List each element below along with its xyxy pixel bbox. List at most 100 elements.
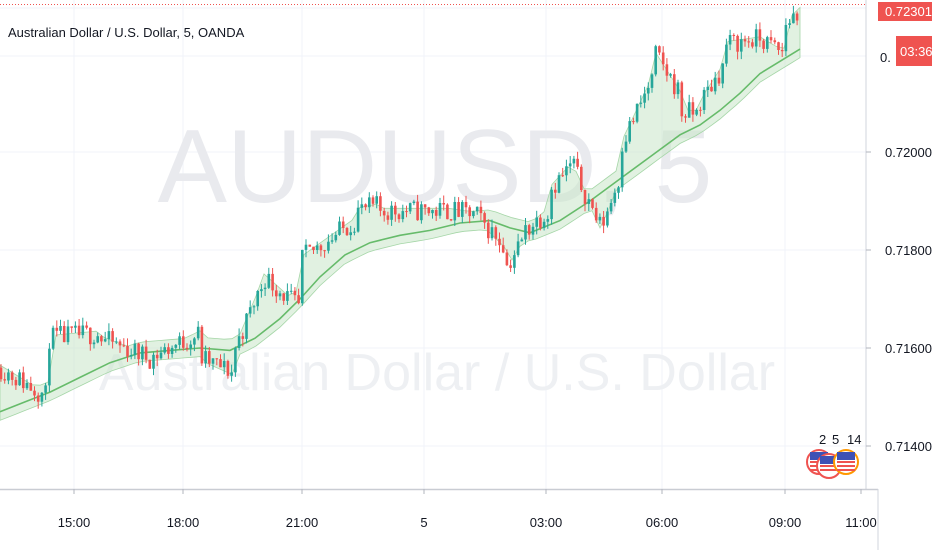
candle-body [568,163,572,167]
candle-body [539,217,542,228]
candle-body [438,203,442,216]
candle-body [580,166,583,190]
candle-body [204,351,207,364]
candle-body [260,289,263,292]
candle-body [25,383,29,389]
candle-body [59,326,62,331]
x-tick-label: 5 [420,515,427,530]
candle-body [721,63,724,84]
candle-body [371,197,375,204]
x-tick-label: 21:00 [286,515,319,530]
candle-body [702,89,706,110]
candle-body [92,342,96,345]
y-tick-label: 0.72000 [885,145,932,160]
candle-body [267,273,271,288]
candle-body [461,202,464,217]
candle-body [606,211,609,226]
candle-body [327,241,330,251]
candle-body [736,35,739,52]
candle-body [561,175,564,177]
candle-body [163,347,166,353]
candle-body [449,219,453,221]
candle-body [758,29,762,41]
candle-body [412,201,416,204]
candle-body [699,109,702,111]
candle-body [405,211,408,213]
candle-body [286,291,289,301]
candle-body [751,42,754,47]
candle-body [788,23,791,25]
candle-body [513,255,516,268]
candle-body [29,383,33,391]
x-tick-label: 09:00 [769,515,802,530]
candle-body [353,231,356,233]
event-marker-us-3[interactable]: 14 [833,432,861,475]
candle-body [51,327,55,349]
candle-body [624,141,628,152]
candle-body [446,204,449,220]
candle-body [219,359,222,368]
candle-body [520,239,524,242]
candle-body [509,265,512,268]
candle-body [732,35,736,36]
candle-body [669,74,672,76]
candle-body [747,41,750,43]
bar-countdown: 03:36 [896,36,932,66]
candle-body [115,341,118,343]
candle-body [416,201,419,221]
current-price-label: 0.72301 [878,2,932,21]
candle-body [554,189,557,193]
candle-body [501,245,505,253]
candle-body [356,207,360,232]
time-axis-panel[interactable] [0,489,932,550]
candle-body [650,74,654,88]
candle-body [453,202,457,221]
candle-body [144,346,148,360]
candle-body [185,347,189,349]
x-tick-label: 15:00 [58,515,91,530]
candle-body [0,367,3,380]
candle-body [420,204,423,221]
candle-body [55,327,59,331]
candle-body [263,287,267,290]
candle-body [301,249,304,304]
candlestick-series [0,5,799,409]
candle-body [196,326,200,339]
candle-body [490,227,494,239]
candle-body [237,336,241,348]
price-axis-panel[interactable] [866,0,932,489]
candle-body [10,372,14,380]
candle-body [122,345,126,347]
y-tick-label: 0.71600 [885,341,932,356]
economic-events[interactable]: 2 5 14 [806,432,861,479]
candle-body [375,196,378,204]
candle-body [40,392,44,402]
candle-body [230,372,233,376]
candle-body [170,347,174,354]
candle-body [475,206,479,212]
candle-body [673,74,676,95]
candle-body [252,306,256,308]
candle-body [96,336,99,343]
candle-body [401,211,405,220]
candle-body [70,326,73,328]
candle-body [360,204,364,208]
candle-body [494,227,498,239]
candle-body [315,245,319,250]
candle-body [565,166,568,176]
candle-body [193,338,196,345]
candle-body [542,221,546,228]
candle-body [795,13,799,21]
candle-body [524,225,527,240]
candle-body [36,395,40,402]
candle-body [174,344,178,348]
candle-body [665,64,669,76]
event-count: 2 [819,432,826,447]
candle-body [661,52,665,65]
candle-body [200,326,204,364]
candle-body [189,344,192,349]
candle-body [382,210,386,216]
x-tick-label: 03:00 [530,515,563,530]
candle-body [118,341,122,346]
